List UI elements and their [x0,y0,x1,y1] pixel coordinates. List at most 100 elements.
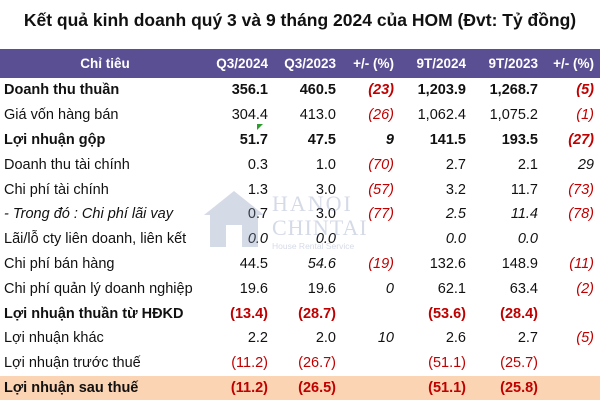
cell-value: 2.1 [517,156,538,173]
table-row: - Trong đó : Chi phí lãi vay 0.7 3.0 (77… [0,202,600,227]
cell-change: (11) [569,255,594,272]
table-header-row: Chỉ tiêu Q3/2024 Q3/2023 +/- (%) 9T/2024… [0,49,600,78]
cell-value: (25.8) [500,379,538,396]
cell-change: (77) [368,206,394,223]
cell-value: 304.4 [231,107,268,124]
cell-value: (13.4) [230,305,268,322]
cell-value: (11.2) [231,355,268,372]
cell-value: 193.5 [501,131,538,148]
table-title: Kết quả kinh doanh quý 3 và 9 tháng 2024… [23,9,577,30]
cell-value: 1.3 [247,181,268,198]
cell-value: 62.1 [437,280,466,297]
cell-change: 0 [385,280,394,297]
cell-value: 0.0 [247,231,268,248]
row-label: Chi phí quản lý doanh nghiệp [4,280,193,297]
col-header-9m-2024: 9T/2024 [416,56,466,71]
cell-change [342,376,400,401]
cell-value: 0.0 [315,231,336,248]
row-label: Lợi nhuận thuần từ HĐKD [4,305,184,322]
col-header-9m-change: +/- (%) [553,56,594,71]
cell-value: 0.7 [247,206,268,223]
cell-value: 1,268.7 [489,82,538,99]
cell-value: 148.9 [501,255,538,272]
cell-value: 3.0 [315,181,336,198]
cell-value: 0.0 [445,231,466,248]
cell-change: (70) [368,156,394,173]
table-row: Doanh thu thuần 356.1 460.5 (23) 1,203.9… [0,78,600,103]
row-label: Chi phí bán hàng [4,255,115,272]
cell-change: (5) [576,330,594,347]
cell-change: 10 [377,330,394,347]
col-header-9m-2023: 9T/2023 [488,56,538,71]
row-label: Giá vốn hàng bán [4,107,119,124]
cell-change: (2) [576,280,594,297]
cell-value: 63.4 [509,280,538,297]
cell-value: 3.0 [315,206,336,223]
cell-value: 141.5 [429,131,466,148]
cell-value: 1.0 [315,156,336,173]
table-row: Doanh thu tài chính 0.3 1.0 (70) 2.7 2.1… [0,152,600,177]
cell-value: 2.5 [445,206,466,223]
cell-value: (28.7) [298,305,336,322]
table-row: Lợi nhuận trước thuế (11.2) (26.7) (51.1… [0,351,600,376]
cell-value: 19.6 [239,280,268,297]
cell-change: (78) [568,206,594,223]
cell-value: 413.0 [299,107,336,124]
cell-change: (23) [368,82,394,99]
cell-value: 47.5 [307,131,336,148]
row-label: Lợi nhuận gộp [4,131,106,148]
table-row: Lợi nhuận thuần từ HĐKD (13.4) (28.7) (5… [0,301,600,326]
cell-value: 1,062.4 [417,107,466,124]
col-header-q3-2024: Q3/2024 [216,56,268,71]
cell-change [342,227,400,252]
cell-change: (57) [368,181,394,198]
cell-value: 11.4 [510,206,538,223]
cell-change: (27) [568,131,594,148]
table-row: Chi phí quản lý doanh nghiệp 19.6 19.6 0… [0,276,600,301]
cell-change [342,351,400,376]
cell-value: 1,203.9 [417,82,466,99]
cell-value: (26.5) [298,379,336,396]
row-label: Doanh thu thuần [4,82,120,99]
cell-change [544,376,600,401]
cell-change [544,301,600,326]
cell-change: (5) [576,82,594,99]
cell-change: 9 [385,131,394,148]
row-label: - Trong đó : Chi phí lãi vay [4,206,173,223]
col-header-q3-change: +/- (%) [353,56,394,71]
cell-value: 1,075.2 [489,107,538,124]
cell-change: (1) [576,107,594,124]
cell-value: (11.2) [230,379,268,396]
cell-value: (53.6) [428,305,466,322]
cell-value: 460.5 [299,82,336,99]
cell-value: 2.2 [247,330,268,347]
cell-change: (73) [568,181,594,198]
cell-value: (25.7) [500,355,538,372]
cell-value: (26.7) [298,355,336,372]
table-row: Lợi nhuận gộp 51.7 47.5 9 141.5 193.5 (2… [0,128,600,153]
cell-change: (19) [368,255,394,272]
table-row: Giá vốn hàng bán 304.4 413.0 (26) 1,062.… [0,103,600,128]
cell-value: 44.5 [239,255,268,272]
table-row: Lợi nhuận khác 2.2 2.0 10 2.6 2.7 (5) [0,326,600,351]
results-table: Chỉ tiêu Q3/2024 Q3/2023 +/- (%) 9T/2024… [0,49,600,401]
cell-value: 2.7 [517,330,538,347]
cell-change: 29 [577,156,594,173]
table-row: Chi phí tài chính 1.3 3.0 (57) 3.2 11.7 … [0,177,600,202]
cell-value: 2.6 [445,330,466,347]
cell-value: 356.1 [231,82,268,99]
cell-value: 2.0 [315,330,336,347]
row-label: Chi phí tài chính [4,181,109,198]
cell-value: 132.6 [429,255,466,272]
cell-value: 0.3 [247,156,268,173]
cell-change [342,301,400,326]
cell-value: (51.1) [428,379,466,396]
cell-value: 0.0 [517,231,538,248]
table-row: Lãi/lỗ cty liên doanh, liên kết 0.0 0.0 … [0,227,600,252]
row-label: Doanh thu tài chính [4,156,130,173]
cell-value: (28.4) [500,305,538,322]
cell-value: 2.7 [445,156,466,173]
cell-value: 11.7 [510,181,538,198]
col-header-q3-2023: Q3/2023 [284,56,336,71]
cell-value: 3.2 [445,181,466,198]
